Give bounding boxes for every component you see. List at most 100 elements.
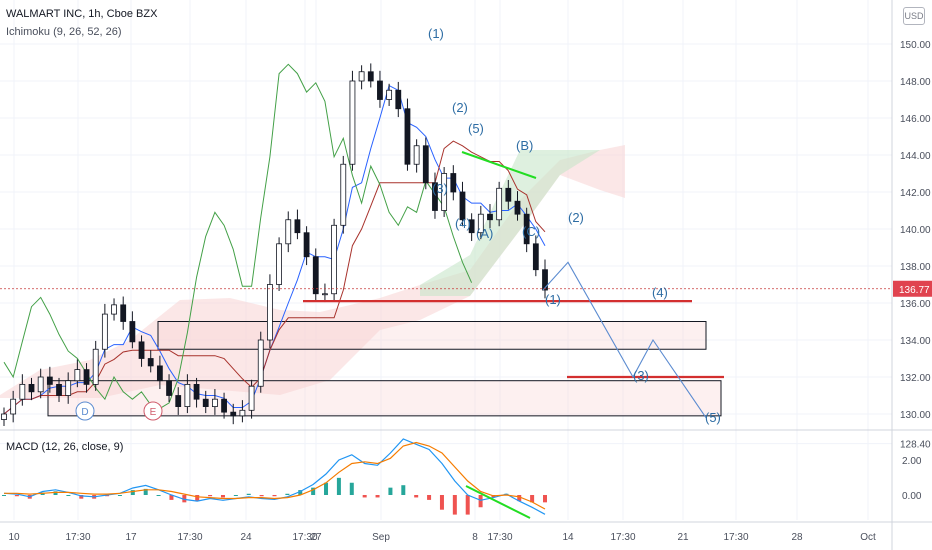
candle-body xyxy=(422,145,429,184)
macd-histogram-bar xyxy=(169,495,174,500)
candle-body xyxy=(285,219,292,245)
wave-label: (3) xyxy=(432,181,448,196)
macd-histogram-bar xyxy=(530,495,535,503)
time-tick-label: 21 xyxy=(677,532,689,543)
candle-body xyxy=(156,365,163,382)
candle-body xyxy=(487,213,493,221)
candle-body xyxy=(184,383,191,407)
macd-histogram-bar xyxy=(478,495,483,508)
event-marker-label: E xyxy=(150,407,157,418)
price-tick-label: 150.00 xyxy=(900,40,931,51)
macd-histogram-bar xyxy=(401,485,406,495)
candle-body xyxy=(101,313,108,350)
candle-body xyxy=(523,213,530,245)
candle-body xyxy=(395,89,402,110)
candle-body xyxy=(276,243,282,285)
macd-histogram-bar xyxy=(259,495,264,497)
macd-histogram-bar xyxy=(452,495,457,515)
event-marker-label: D xyxy=(81,407,88,418)
macd-histogram-bar xyxy=(543,495,547,503)
candle-body xyxy=(459,191,466,221)
candle-body xyxy=(248,385,255,411)
candlesticks[interactable] xyxy=(1,63,548,427)
macd-histogram-bar xyxy=(311,487,316,495)
candle-body xyxy=(432,182,438,211)
candle-body xyxy=(92,348,99,385)
time-tick-label: 28 xyxy=(791,532,803,543)
price-tick-label: 130.00 xyxy=(900,410,931,421)
macd-histogram-bar xyxy=(324,482,329,495)
candle-body xyxy=(10,398,17,415)
macd-histogram-bar xyxy=(349,482,354,495)
wave-label: (2) xyxy=(452,100,468,115)
macd-histogram-bar xyxy=(53,491,58,495)
wave-label: (3) xyxy=(633,368,649,383)
ichimoku-cloud xyxy=(0,145,625,398)
macd-tick-label: 2.00 xyxy=(902,456,922,467)
projection-path xyxy=(542,261,707,419)
price-tick-label: 148.00 xyxy=(900,77,931,88)
candle-body xyxy=(1,413,7,420)
candle-body xyxy=(496,187,503,221)
candle-body xyxy=(386,89,393,100)
time-tick-label: 17:30 xyxy=(610,532,635,543)
candle-body xyxy=(322,293,328,296)
macd-histogram-bar xyxy=(336,477,341,495)
time-tick-label: Sep xyxy=(372,532,390,543)
ichimoku-legend[interactable]: Ichimoku (9, 26, 52, 26) xyxy=(6,26,122,38)
wave-label: (4) xyxy=(455,216,471,231)
candle-body xyxy=(221,398,227,413)
candle-body xyxy=(367,71,374,82)
price-tick-label: 142.00 xyxy=(900,188,931,199)
candle-body xyxy=(120,304,127,322)
time-tick-label: 17:30 xyxy=(723,532,748,543)
candle-body xyxy=(377,80,383,100)
wave-label: (5) xyxy=(705,410,721,425)
wave-label: (1) xyxy=(545,292,561,307)
cloud-area-bull xyxy=(420,150,600,296)
drawing-annotations[interactable] xyxy=(0,151,892,419)
time-tick-label: 17:30 xyxy=(292,532,317,543)
time-tick-label: 8 xyxy=(472,532,478,543)
macd-histogram-bar xyxy=(66,495,71,496)
signal-line xyxy=(4,441,546,510)
candle-body xyxy=(303,232,310,258)
macd-histogram-bar xyxy=(2,495,6,496)
candle-body xyxy=(450,173,457,193)
currency-badge[interactable]: USD xyxy=(903,7,925,25)
candle-body xyxy=(211,398,218,408)
macd-legend[interactable]: MACD (12, 26, close, 9) xyxy=(6,441,124,453)
candle-body xyxy=(65,380,72,396)
wave-label: (C) xyxy=(522,224,540,239)
price-tick-label: 146.00 xyxy=(900,114,931,125)
macd-histogram-bar xyxy=(117,495,122,496)
macd-pane[interactable] xyxy=(0,429,932,519)
candle-body xyxy=(239,409,246,417)
event-marker xyxy=(143,401,163,421)
zone-box xyxy=(157,321,707,350)
candle-body xyxy=(111,304,117,315)
candle-body xyxy=(413,145,420,165)
wave-label: (5) xyxy=(468,121,484,136)
candle-body xyxy=(46,376,53,385)
candle-body xyxy=(267,284,273,341)
macd-histogram-bar xyxy=(14,495,19,497)
macd-histogram-bar xyxy=(439,495,444,510)
candle-body xyxy=(74,369,81,382)
price-tick-label: 138.00 xyxy=(900,262,931,273)
candle-body xyxy=(193,383,200,400)
candle-body xyxy=(514,200,521,215)
price-tick-label: 128.40 xyxy=(900,440,931,451)
price-tick-label: 134.00 xyxy=(900,336,931,347)
macd-histogram-bar xyxy=(375,495,380,498)
macd-histogram-bar xyxy=(130,490,135,495)
macd-histogram-bar xyxy=(285,493,290,495)
macd-histogram-bar xyxy=(272,495,277,497)
candle-body xyxy=(331,224,338,295)
candle-body xyxy=(230,411,237,417)
macd-tick-label: 0.00 xyxy=(902,491,922,502)
candle-body xyxy=(468,219,475,234)
macd-histogram-bar xyxy=(156,495,161,496)
